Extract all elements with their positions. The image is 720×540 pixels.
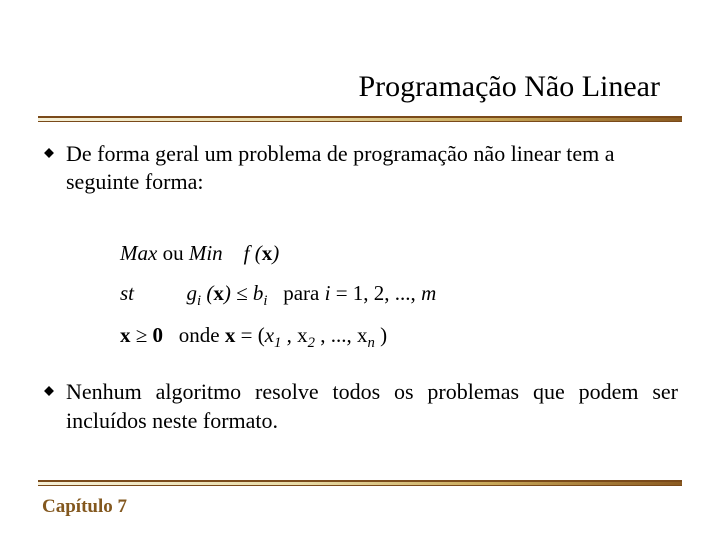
math-line-3: x ≥ 0 onde x = (x1 , x2 , ..., xn )	[120, 316, 678, 358]
slide: Programação Não Linear De forma geral um…	[0, 0, 720, 540]
math-line-2: st gi (x) ≤ bi para i = 1, 2, ..., m	[120, 274, 678, 316]
footer-text: Capítulo 7	[42, 496, 127, 518]
title-text: Programação Não Linear	[358, 70, 660, 103]
slide-title: Programação Não Linear	[0, 0, 720, 116]
math-line-1: Max ou Min f (x)	[120, 234, 678, 274]
math-block: Max ou Min f (x) st gi (x) ≤ bi para i =…	[42, 214, 678, 378]
bullet-text: Nenhum algoritmo resolve todos os proble…	[66, 378, 678, 434]
bullet-item: De forma geral um problema de programaçã…	[42, 140, 678, 196]
bullet-text: De forma geral um problema de programaçã…	[66, 140, 678, 196]
diamond-icon	[42, 384, 56, 398]
content-area: De forma geral um problema de programaçã…	[0, 122, 720, 435]
bullet-item: Nenhum algoritmo resolve todos os proble…	[42, 378, 678, 434]
footer-divider	[38, 480, 682, 486]
diamond-icon	[42, 146, 56, 160]
